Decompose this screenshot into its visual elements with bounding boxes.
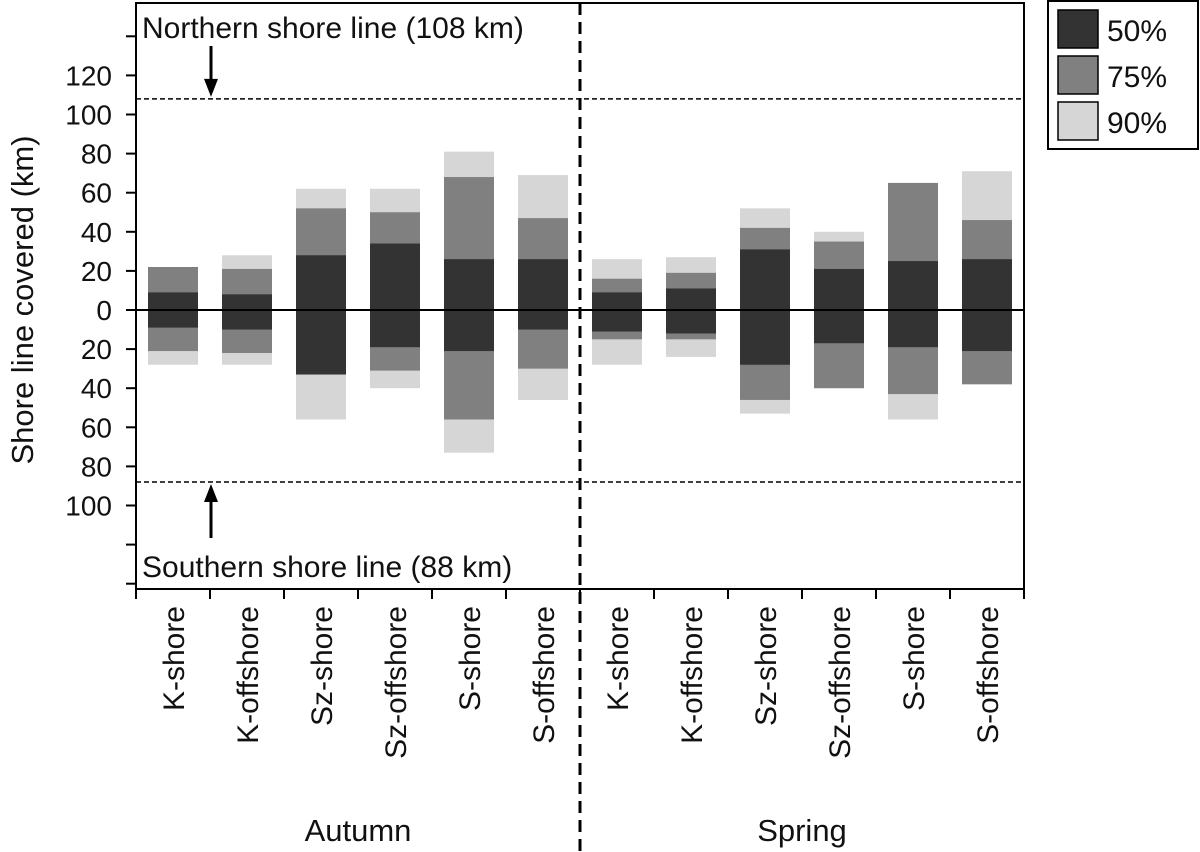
category-label-6: K-shore (602, 606, 635, 711)
group-label-0: Autumn (305, 813, 412, 848)
bar-south-50pct-0 (148, 310, 198, 328)
ytick-label-south-100: 100 (65, 491, 112, 522)
legend-swatch-50pct (1057, 9, 1099, 49)
reference-label-north: Northern shore line (108 km) (142, 12, 524, 45)
category-label-3: Sz-offshore (380, 606, 413, 759)
y-axis-title: Shore line covered (km) (5, 135, 40, 464)
ytick-label-north-60: 60 (81, 178, 112, 209)
reference-label-south: Southern shore line (88 km) (142, 551, 512, 584)
legend-label-75pct: 75% (1107, 61, 1167, 94)
bar-south-50pct-8 (740, 310, 790, 365)
bar-north-50pct-4 (444, 259, 494, 310)
category-label-9: Sz-offshore (824, 606, 857, 759)
category-label-7: K-offshore (676, 606, 709, 744)
bar-south-50pct-3 (370, 310, 420, 348)
arrow-north-head (204, 78, 218, 97)
category-label-4: S-shore (454, 606, 487, 711)
ytick-label-south-60: 60 (81, 412, 112, 443)
ytick-label-north-40: 40 (81, 217, 112, 248)
ytick-label-south-20: 20 (81, 334, 112, 365)
bar-north-50pct-10 (888, 261, 938, 310)
legend-label-90pct: 90% (1107, 107, 1167, 140)
bar-north-50pct-6 (592, 292, 642, 310)
bar-north-50pct-1 (222, 294, 272, 310)
category-label-0: K-shore (158, 606, 191, 711)
ytick-label-south-80: 80 (81, 451, 112, 482)
bar-north-50pct-8 (740, 249, 790, 310)
bar-south-50pct-4 (444, 310, 494, 352)
ytick-label-north-100: 100 (65, 100, 112, 131)
group-label-1: Spring (757, 813, 847, 848)
bar-north-50pct-11 (962, 259, 1012, 310)
legend: 50% 75% 90% (1047, 0, 1199, 150)
bar-south-50pct-6 (592, 310, 642, 332)
bar-north-50pct-5 (518, 259, 568, 310)
bars-layer (148, 151, 1012, 453)
ytick-label-north-120: 120 (65, 60, 112, 91)
category-label-5: S-offshore (528, 606, 561, 744)
bar-north-50pct-3 (370, 243, 420, 310)
category-label-2: Sz-shore (306, 606, 339, 726)
ytick-label-north-80: 80 (81, 139, 112, 170)
ytick-label-south-40: 40 (81, 373, 112, 404)
bar-north-50pct-7 (666, 288, 716, 310)
bar-north-50pct-0 (148, 292, 198, 310)
ytick-label-north-0: 0 (96, 295, 112, 326)
bar-south-50pct-11 (962, 310, 1012, 352)
category-label-1: K-offshore (232, 606, 265, 744)
bar-south-50pct-10 (888, 310, 938, 348)
bar-north-50pct-9 (814, 268, 864, 310)
category-label-10: S-shore (898, 606, 931, 711)
bar-north-50pct-2 (296, 255, 346, 310)
ytick-label-north-20: 20 (81, 256, 112, 287)
arrow-south-head (204, 484, 218, 503)
labels-layer: Northern shore line (108 km) Southern sho… (5, 12, 1005, 848)
bar-south-50pct-1 (222, 310, 272, 330)
legend-label-50pct: 50% (1107, 15, 1167, 48)
legend-swatch-90pct (1057, 101, 1099, 141)
bar-south-50pct-9 (814, 310, 864, 344)
legend-swatch-75pct (1057, 55, 1099, 95)
bar-south-50pct-7 (666, 310, 716, 334)
bar-south-50pct-2 (296, 310, 346, 375)
bar-south-50pct-5 (518, 310, 568, 330)
category-label-11: S-offshore (972, 606, 1005, 744)
category-label-8: Sz-shore (750, 606, 783, 726)
axes-layer (126, 2, 1025, 852)
